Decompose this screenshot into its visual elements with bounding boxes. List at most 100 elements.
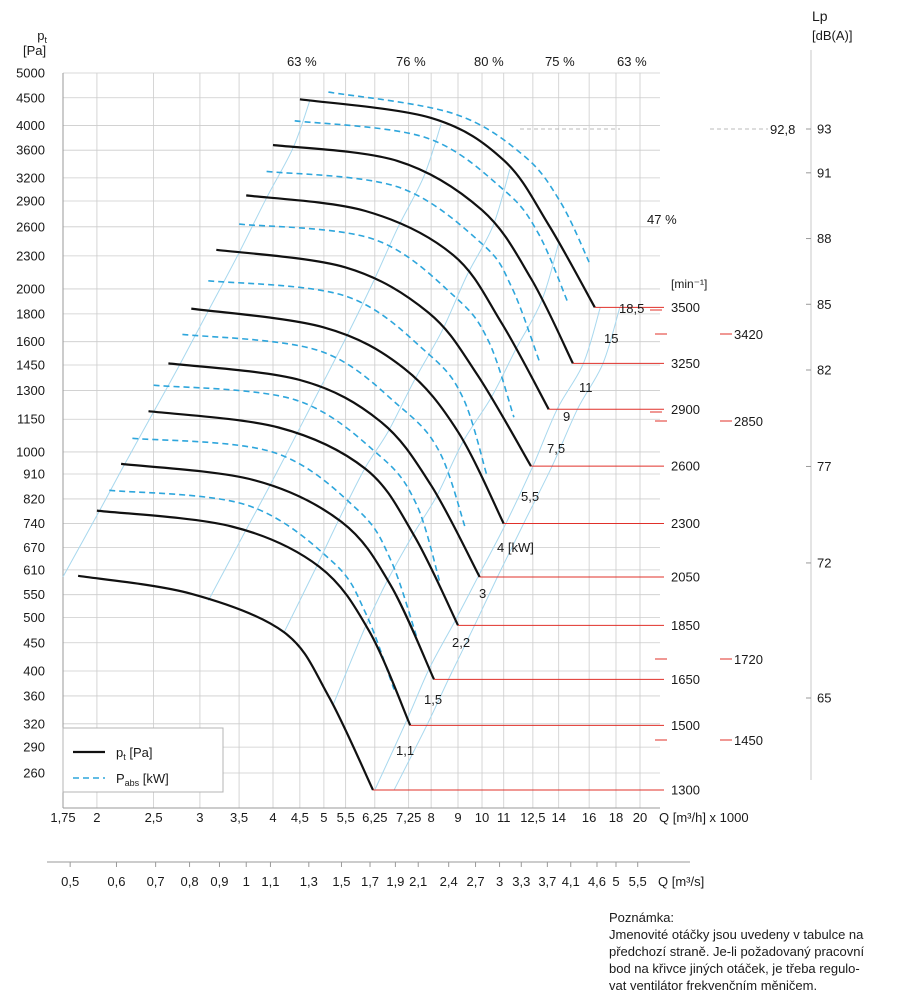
x-tick-label-m3s: 0,6 [107,874,125,889]
x-tick-label-m3s: 1,5 [332,874,350,889]
y-tick-label: 910 [23,467,45,482]
noise-tick-label: 88 [817,231,831,246]
x-tick-label-m3h: 4,5 [291,810,309,825]
x-tick-label-m3s: 2,4 [440,874,458,889]
noise-tick-label: 93 [817,122,831,137]
x-tick-label-m3h: 14 [551,810,565,825]
x-tick-label-m3h: 3,5 [230,810,248,825]
y-tick-label: 1000 [16,444,45,459]
x-tick-label-m3h: 2 [93,810,100,825]
power-label: 5,5 [521,489,539,504]
efficiency-line [207,123,442,601]
note-box: Poznámka: Jmenovité otáčky jsou uvedeny … [609,909,901,994]
speed-tick-label: 1300 [671,782,700,797]
x-tick-label-m3s: 4,6 [588,874,606,889]
efficiency-label: 80 % [474,54,504,69]
x-tick-label-m3s: 0,9 [210,874,228,889]
x-tick-label-m3h: 11 [497,810,511,825]
speed-tick-label: 2050 [671,570,700,585]
legend-box [62,727,224,793]
y-axis-unit: [Pa] [23,43,46,58]
power-label: 11 [579,380,593,395]
y-tick-label: 2300 [16,248,45,263]
y-tick-label: 550 [23,587,45,602]
x-tick-label-m3h: 12,5 [520,810,545,825]
speed-intermediate-label: 1450 [734,733,763,748]
y-tick-label: 320 [23,716,45,731]
speed-intermediate-label: 2850 [734,414,763,429]
power-curve [109,489,395,690]
pressure-curve [77,574,374,791]
efficiency-label: 47 % [647,212,677,227]
x-tick-label-m3h: 16 [582,810,596,825]
pressure-curve [216,248,532,467]
efficiency-line [393,307,621,791]
power-label: 3 [479,586,486,601]
y-tick-label: 820 [23,491,45,506]
y-axis-title: pt [37,28,47,45]
y-tick-label: 400 [23,664,45,679]
x-tick-label-m3h: 7,25 [396,810,421,825]
x-tick-label-m3h: 2,5 [145,810,163,825]
x-tick-label-m3s: 1,9 [386,874,404,889]
y-tick-label: 450 [23,635,45,650]
efficiency-label: 75 % [545,54,575,69]
x-tick-label-m3s: 3,7 [538,874,556,889]
note-line: Jmenovité otáčky jsou uvedeny v tabulce … [609,927,864,942]
speed-tick-label: 1650 [671,672,700,687]
x-tick-label-m3s: 1,3 [300,874,318,889]
power-label: 18,5 [619,301,644,316]
x-tick-label-m3h: 10 [475,810,489,825]
efficiency-label: 63 % [287,54,317,69]
x-tick-label-m3h: 5 [320,810,327,825]
x-tick-label-m3s: 5,5 [629,874,647,889]
noise-marker-label: 92,8 [770,122,795,137]
power-curve [328,91,590,263]
speed-tick-label: 2600 [671,459,700,474]
note-line: bod na křivce jiných otáček, je třeba re… [609,961,860,976]
noise-axis-title: Lp [812,8,828,24]
x-tick-label-m3s: 0,7 [147,874,165,889]
x-tick-label-m3h: 1,75 [50,810,75,825]
noise-tick-label: 77 [817,459,831,474]
x-axis-title-m3s: Q [m³/s] [658,874,704,889]
noise-axis-unit: [dB(A)] [812,28,852,43]
noise-tick-label: 72 [817,555,831,570]
x-tick-label-m3s: 2,7 [467,874,485,889]
speed-tick-label: 2300 [671,516,700,531]
noise-tick-label: 85 [817,297,831,312]
y-tick-label: 1450 [16,358,45,373]
x-tick-label-m3h: 18 [609,810,623,825]
x-tick-label-m3s: 0,5 [61,874,79,889]
y-tick-label: 360 [23,688,45,703]
power-curve [266,170,541,364]
y-tick-label: 1600 [16,334,45,349]
pressure-curve [120,462,435,680]
efficiency-label: 76 % [396,54,426,69]
legend-label-pressure: pt [Pa] [116,745,153,762]
speed-intermediate-label: 1720 [734,652,763,667]
speed-tick-label: 2900 [671,402,700,417]
y-tick-label: 2600 [16,219,45,234]
noise-tick-label: 65 [817,691,831,706]
power-curve [132,437,418,637]
y-tick-label: 2900 [16,194,45,209]
y-tick-label: 4500 [16,90,45,105]
y-tick-label: 290 [23,740,45,755]
x-tick-label-m3s: 2,1 [409,874,427,889]
note-title: Poznámka: [609,910,675,925]
y-tick-label: 740 [23,516,45,531]
y-tick-label: 260 [23,766,45,781]
power-label: 4 [kW] [497,540,534,555]
y-tick-label: 500 [23,610,45,625]
x-tick-label-m3s: 5 [612,874,619,889]
note-line: vat ventilátor frekvenčním měničem. [609,978,818,993]
x-tick-label-m3h: 5,5 [337,810,355,825]
x-tick-label-m3h: 3 [196,810,203,825]
pressure-curve [272,143,574,364]
x-tick-label-m3s: 1,7 [361,874,379,889]
power-curve [182,333,467,529]
power-label: 2,2 [452,635,470,650]
power-curve [153,384,441,582]
pressure-curve [191,307,505,525]
